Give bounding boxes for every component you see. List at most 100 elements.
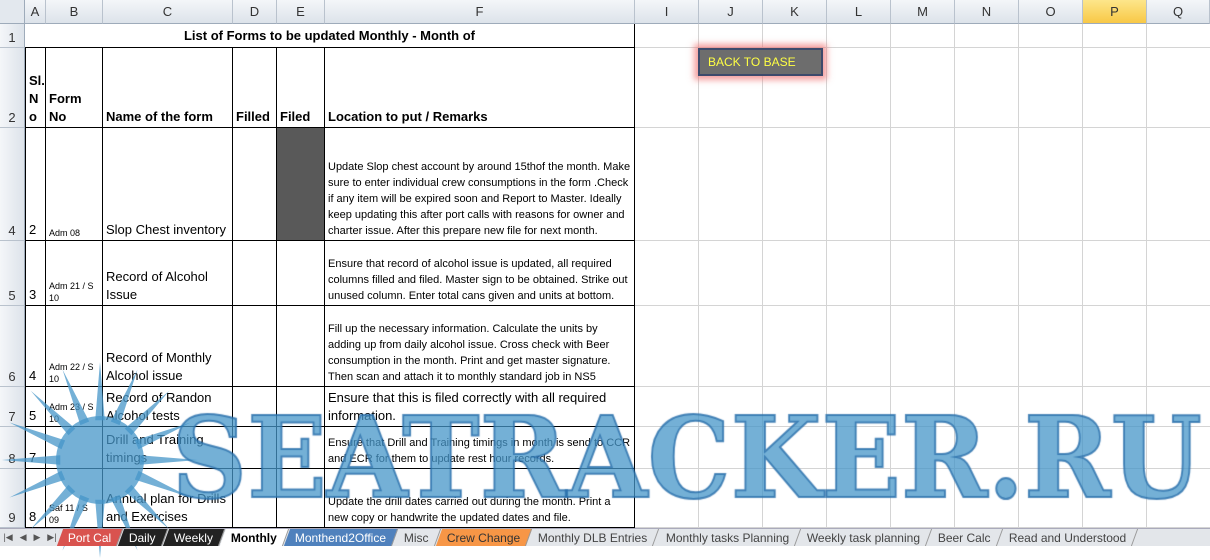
last-sheet-icon[interactable]: ▶| <box>47 532 57 542</box>
sheet-tab[interactable]: Weekly <box>162 529 226 546</box>
filed-cell[interactable] <box>277 306 325 387</box>
form-name-cell[interactable]: Record of Monthly Alcohol issue <box>103 306 233 387</box>
form-name-cell[interactable]: Record of Alcohol Issue <box>103 241 233 306</box>
filed-cell[interactable] <box>277 387 325 427</box>
sheet-tab-label: Read and Understood <box>1009 530 1127 545</box>
row-header[interactable]: 7 <box>0 387 25 427</box>
header-remarks: Location to put / Remarks <box>325 48 635 128</box>
sheet-tab-label: Crew Change <box>447 530 521 545</box>
sl-no-cell[interactable]: 8 <box>25 469 46 528</box>
column-header-F[interactable]: F <box>325 0 635 24</box>
sheet-tab[interactable]: Monthly tasks Planning <box>654 529 802 546</box>
gridline <box>762 24 763 528</box>
sheet-tab-label: Misc <box>404 530 429 545</box>
column-header-O[interactable]: O <box>1019 0 1083 24</box>
back-to-base-button[interactable]: BACK TO BASE <box>698 48 823 76</box>
row-header[interactable]: 6 <box>0 306 25 387</box>
form-name-cell[interactable]: Record of Randon Alcohol tests <box>103 387 233 427</box>
remarks-cell[interactable]: Ensure that this is filed correctly with… <box>325 387 635 427</box>
filled-cell[interactable] <box>233 306 277 387</box>
remarks-cell[interactable]: Update the drill dates carried out durin… <box>325 469 635 528</box>
column-header-M[interactable]: M <box>891 0 955 24</box>
column-header-P[interactable]: P <box>1083 0 1147 24</box>
gridline <box>635 240 1210 241</box>
row-header[interactable]: 4 <box>0 128 25 241</box>
sheet-tab[interactable]: Daily <box>118 529 169 546</box>
form-name-cell[interactable]: Annual plan for Drills and Exercises <box>103 469 233 528</box>
form-no-cell[interactable]: Adm 21 / S 10 <box>46 241 103 306</box>
column-header-N[interactable]: N <box>955 0 1019 24</box>
sheet-tab-label: Monthly tasks Planning <box>665 530 790 545</box>
form-name-cell[interactable]: Slop Chest inventory <box>103 128 233 241</box>
gridline <box>635 305 1210 306</box>
sheet-tab[interactable]: Crew Change <box>435 529 533 546</box>
row-header[interactable]: 1 <box>0 24 25 48</box>
row-header[interactable]: 2 <box>0 48 25 128</box>
filled-cell[interactable] <box>233 387 277 427</box>
sheet-tab-label: Weekly task planning <box>807 530 921 545</box>
sheet-tab[interactable]: Read and Understood <box>997 529 1139 546</box>
sl-no-cell[interactable]: 5 <box>25 387 46 427</box>
column-header-I[interactable]: I <box>635 0 699 24</box>
sheet-tab[interactable]: Beer Calc <box>927 529 1004 546</box>
filled-cell[interactable] <box>233 427 277 469</box>
filled-cell[interactable] <box>233 128 277 241</box>
sl-no-cell[interactable]: 2 <box>25 128 46 241</box>
column-header-B[interactable]: B <box>46 0 103 24</box>
sl-no-cell[interactable]: 7 <box>25 427 46 469</box>
filed-cell[interactable] <box>277 128 325 241</box>
form-no-cell[interactable] <box>46 427 103 469</box>
column-header-C[interactable]: C <box>103 0 233 24</box>
sheet-tab[interactable]: Monthly DLB Entries <box>527 529 660 546</box>
column-header-J[interactable]: J <box>699 0 763 24</box>
form-name-cell[interactable]: Drill and Training timings <box>103 427 233 469</box>
sheet-tab-label: Weekly <box>174 530 214 545</box>
sheet-tab[interactable]: Monthly <box>220 529 290 546</box>
sheet-tab[interactable]: Misc <box>393 529 442 546</box>
first-sheet-icon[interactable]: |◀ <box>3 532 13 542</box>
row-header[interactable]: 8 <box>0 427 25 469</box>
sl-no-cell[interactable]: 3 <box>25 241 46 306</box>
header-filled: Filled <box>233 48 277 128</box>
form-no-cell[interactable]: Adm 23 / S 10 <box>46 387 103 427</box>
column-header-D[interactable]: D <box>233 0 277 24</box>
next-sheet-icon[interactable]: ▶ <box>33 532 41 542</box>
header-filed: Filed <box>277 48 325 128</box>
column-header-Q[interactable]: Q <box>1147 0 1210 24</box>
gridline <box>826 24 827 528</box>
sheet-tab[interactable]: Monthend2Office <box>284 529 399 546</box>
sheet-tab-label: Port Cal <box>68 530 112 545</box>
select-all-corner[interactable] <box>0 0 25 24</box>
filled-cell[interactable] <box>233 241 277 306</box>
form-no-cell[interactable]: Saf 11 / S 09 <box>46 469 103 528</box>
sheet-tab-label: Monthly DLB Entries <box>538 530 648 545</box>
remarks-cell[interactable]: Ensure that record of alcohol issue is u… <box>325 241 635 306</box>
remarks-cell[interactable]: Ensure that Drill and Training timings i… <box>325 427 635 469</box>
remarks-cell[interactable]: Update Slop chest account by around 15th… <box>325 128 635 241</box>
remarks-cell[interactable]: Fill up the necessary information. Calcu… <box>325 306 635 387</box>
filed-cell[interactable] <box>277 241 325 306</box>
header-name: Name of the form <box>103 48 233 128</box>
prev-sheet-icon[interactable]: ◀ <box>19 532 27 542</box>
filed-cell[interactable] <box>277 469 325 528</box>
sheet-tab[interactable]: Weekly task planning <box>796 529 933 546</box>
gridline <box>635 386 1210 387</box>
gridline <box>635 426 1210 427</box>
sl-no-cell[interactable]: 4 <box>25 306 46 387</box>
filled-cell[interactable] <box>233 469 277 528</box>
sheet-tab-label: Beer Calc <box>938 530 992 545</box>
sheet-tab-label: Daily <box>129 530 157 545</box>
column-header-E[interactable]: E <box>277 0 325 24</box>
row-header[interactable]: 5 <box>0 241 25 306</box>
form-no-cell[interactable]: Adm 22 / S 10 <box>46 306 103 387</box>
form-no-cell[interactable]: Adm 08 <box>46 128 103 241</box>
column-header-K[interactable]: K <box>763 0 827 24</box>
tab-navigation[interactable]: |◀ ◀ ▶ ▶| <box>0 532 60 543</box>
column-header-A[interactable]: A <box>25 0 46 24</box>
gridline <box>890 24 891 528</box>
column-header-L[interactable]: L <box>827 0 891 24</box>
sheet-tab[interactable]: Port Cal <box>56 529 124 546</box>
row-header[interactable]: 9 <box>0 469 25 528</box>
filed-cell[interactable] <box>277 427 325 469</box>
gridline <box>1146 24 1147 528</box>
